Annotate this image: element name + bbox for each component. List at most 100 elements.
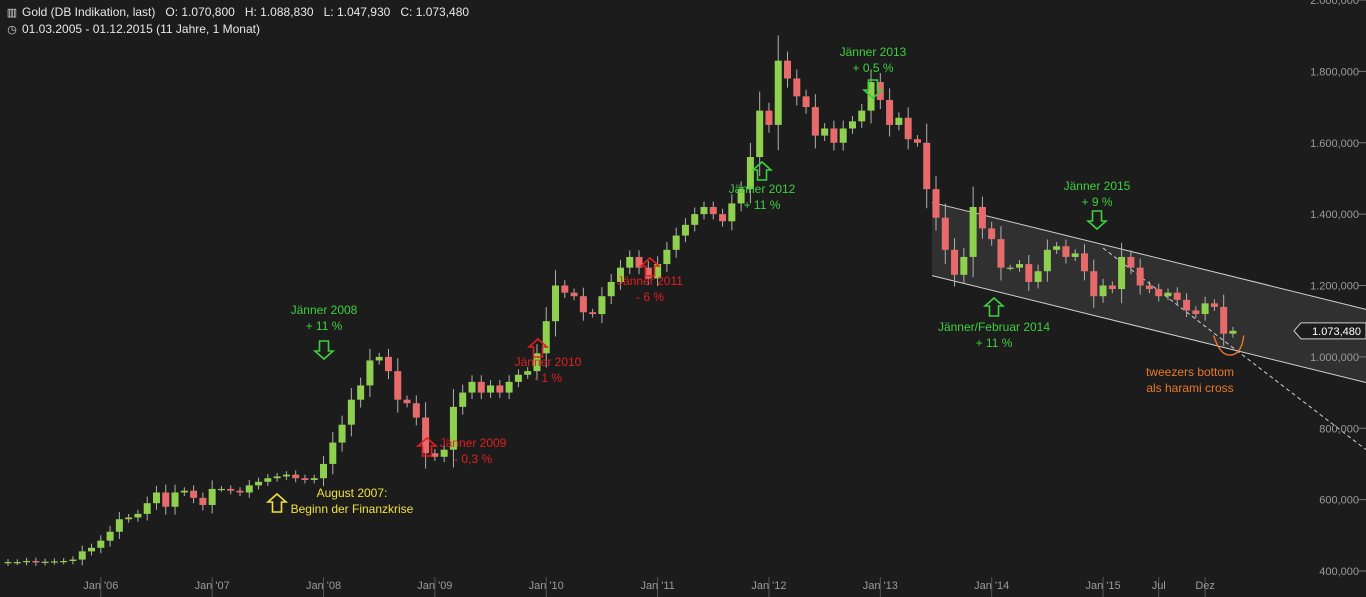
channel-lower-line [931, 275, 1366, 383]
candle-body [1090, 271, 1098, 297]
annotation-label: + 0,5 % [852, 61, 893, 75]
candle-body [1136, 267, 1144, 286]
annotation-label: Jänner 2015 [1064, 179, 1131, 193]
candle-body [969, 206, 977, 257]
annotation-label: Jänner 2008 [291, 303, 358, 317]
candle-body [765, 110, 773, 125]
candle-body [134, 513, 142, 518]
candle-body [923, 142, 931, 190]
tweezers-highlight [1213, 335, 1245, 356]
candle-body [1155, 289, 1163, 297]
candle-body [589, 312, 597, 315]
candle-body [468, 381, 476, 393]
instrument-name: Gold (DB Indikation, last) [22, 5, 156, 19]
y-tick-label: 1.400,000 [1310, 209, 1359, 221]
candle-body [1192, 310, 1200, 315]
y-tick-label: 1.600,000 [1310, 138, 1359, 150]
annotation-label: - 6 % [636, 290, 664, 304]
candle-body [375, 356, 383, 361]
candle-body [320, 463, 328, 479]
x-tick-label: Jan '14 [974, 580, 1009, 592]
candle-body [941, 217, 949, 250]
candle-body [449, 406, 457, 450]
candle-body [672, 235, 680, 250]
chart-header: ▥ Gold (DB Indikation, last) O: 1.070,800… [6, 5, 469, 19]
candle-body [329, 442, 337, 464]
candle-body [60, 561, 68, 563]
annotation-label: Jänner 2010 [515, 355, 582, 369]
candle-body [1108, 285, 1116, 290]
candle-body [199, 497, 207, 505]
date-range: ◷ 01.03.2005 - 01.12.2015 (11 Jahre, 1 Mo… [6, 22, 260, 36]
dashed-trendline [1102, 247, 1366, 451]
candle-body [431, 453, 439, 457]
clock-icon: ◷ [7, 24, 17, 36]
candle-body [728, 203, 736, 222]
annotation-arrow-icon [982, 296, 1006, 317]
candle-body [895, 117, 903, 125]
y-tick-label: 600,000 [1319, 495, 1359, 507]
candle-body [737, 189, 745, 204]
candle-body [579, 296, 587, 313]
candle-body [514, 374, 522, 382]
candle-body [1173, 292, 1181, 300]
candle-body [719, 214, 727, 222]
bar-chart-icon: ▥ [6, 7, 18, 19]
candle-body [784, 60, 792, 79]
candle-body [932, 189, 940, 218]
candle-body [561, 285, 569, 293]
candle-body [951, 249, 959, 275]
candle-body [1071, 253, 1079, 257]
candle-body [162, 492, 170, 507]
annotation-arrow-icon [750, 160, 774, 181]
open-label: O: [165, 5, 179, 19]
candle-body [264, 478, 272, 482]
candle-body [1034, 271, 1042, 282]
candle-body [1025, 264, 1033, 282]
y-tick-label: 2.000,000 [1310, 0, 1359, 7]
candle-body [384, 356, 392, 372]
annotation-label: - 0,3 % [454, 452, 492, 466]
candle-body [190, 490, 198, 498]
candle-body [904, 117, 912, 140]
candle-body [793, 78, 801, 97]
candle-body [357, 385, 365, 400]
x-tick-label: Jan '06 [83, 580, 118, 592]
candle-body [1210, 303, 1218, 307]
x-tick-label: Jan '12 [751, 580, 786, 592]
low-label: L: [323, 5, 334, 19]
candle-body [960, 256, 968, 275]
candle-body [143, 503, 151, 514]
candle-body [1006, 267, 1014, 269]
candle-body [69, 559, 77, 562]
candle-body [542, 321, 550, 354]
annotation-arrow-icon [265, 492, 289, 513]
candle-body [830, 128, 838, 143]
candle-body [273, 476, 281, 479]
candle-body [180, 490, 188, 493]
candle-body [1164, 292, 1172, 297]
candle-body [1183, 299, 1191, 311]
annotation-label: Jänner 2012 [729, 182, 796, 196]
candle-body [347, 399, 355, 425]
annotation-label: Jänner 2011 [617, 274, 683, 288]
candle-body [654, 264, 662, 279]
candle-body [115, 519, 123, 532]
candle-body [570, 292, 578, 297]
close-label: C: [400, 5, 413, 19]
candle-body [41, 561, 49, 563]
candle-body [552, 285, 560, 322]
y-tick-label: 1.800,000 [1310, 66, 1359, 78]
candle-body [802, 96, 810, 108]
high-label: H: [244, 5, 257, 19]
x-tick-label: Jan '09 [417, 580, 452, 592]
candle-body [774, 60, 782, 125]
annotation-label: Beginn der Finanzkrise [291, 502, 414, 516]
candle-body [496, 385, 504, 393]
x-tick-label: Jan '15 [1085, 580, 1120, 592]
candle-body [858, 110, 866, 122]
candle-body [700, 206, 708, 215]
candle-body [709, 206, 717, 215]
candle-body [644, 267, 652, 279]
